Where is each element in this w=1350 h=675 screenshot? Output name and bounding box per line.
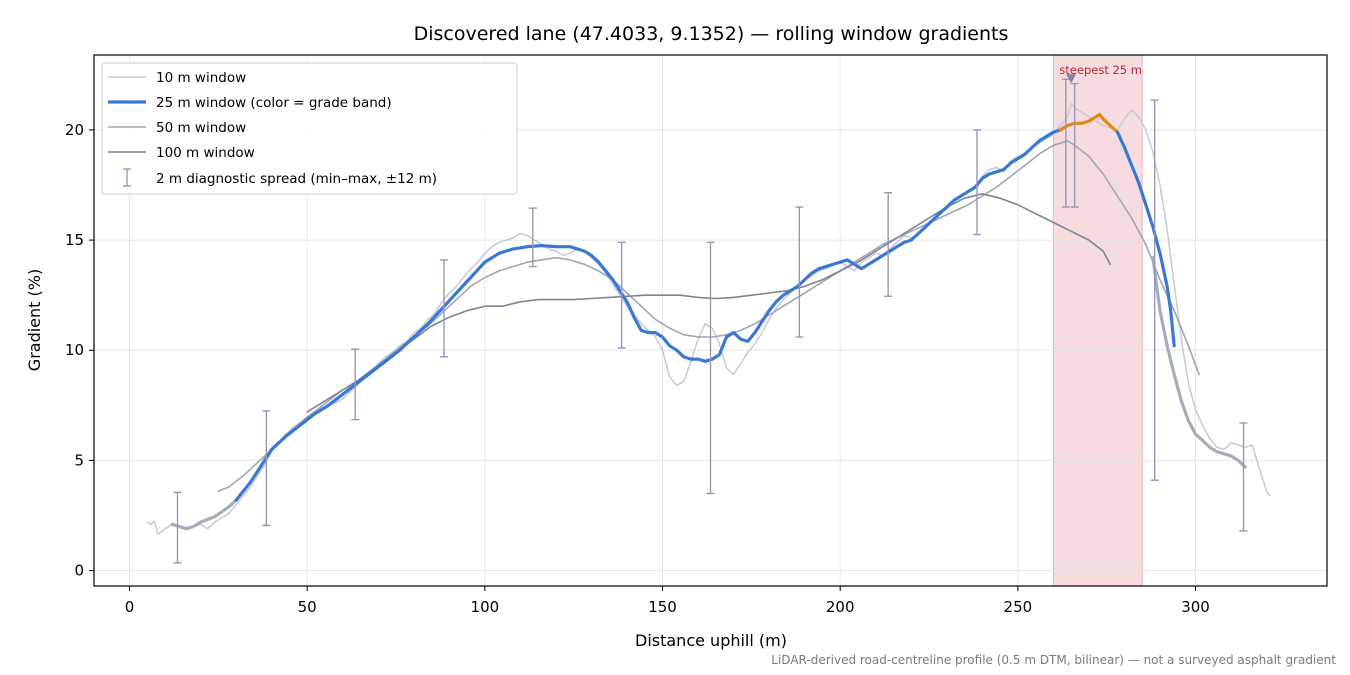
errorbar-2 — [351, 348, 360, 421]
y-tick-label: 10 — [65, 341, 84, 359]
series-line-w25-segment-3 — [1115, 130, 1176, 348]
legend-swatch-errorbar — [123, 168, 131, 187]
x-tick-label: 150 — [648, 598, 677, 616]
y-axis-label: Gradient (%) — [25, 269, 44, 371]
steepest-annotation: steepest 25 m — [1059, 63, 1142, 77]
errorbar-10 — [1061, 78, 1070, 208]
errorbar-1 — [262, 410, 271, 527]
x-tick-label: 0 — [125, 598, 135, 616]
errorbar-7 — [795, 206, 804, 338]
series-layer — [146, 102, 1271, 535]
axis-ticks: 0 50 100 150 200 250 300 0 5 10 15 20 — [65, 121, 1210, 616]
errorbar-13 — [1239, 422, 1248, 532]
errorbar-3 — [440, 259, 449, 358]
legend-label-10m: 10 m window — [156, 70, 246, 86]
errorbar-0 — [173, 491, 182, 564]
legend-label-errorbar: 2 m diagnostic spread (min–max, ±12 m) — [156, 171, 437, 187]
legend-label-25m: 25 m window (color = grade band) — [156, 95, 392, 111]
steepest-marker-icon — [1066, 74, 1077, 84]
x-tick-label: 300 — [1181, 598, 1210, 616]
chart-title: Discovered lane (47.4033, 9.1352) — roll… — [414, 23, 1009, 45]
annotation-layer: steepest 25 m — [1059, 63, 1142, 84]
legend-label-50m: 50 m window — [156, 120, 246, 136]
series-line-w25-segment-2 — [1058, 112, 1120, 134]
legend-label-100m: 100 m window — [156, 145, 255, 161]
errorbar-12 — [1150, 99, 1159, 481]
highlight-band-layer — [1052, 54, 1143, 587]
y-tick-label: 15 — [65, 231, 84, 249]
x-axis-label: Distance uphill (m) — [635, 631, 787, 650]
errorbar-5 — [617, 241, 626, 349]
x-tick-label: 50 — [298, 598, 317, 616]
y-tick-label: 5 — [74, 451, 84, 469]
legend-box — [101, 62, 518, 195]
chart-footnote: LiDAR-derived road-centreline profile (0… — [771, 653, 1336, 667]
errorbar-4 — [528, 207, 537, 268]
series-line-w50 — [217, 140, 1200, 493]
series-line-w25-segment-1 — [234, 128, 1063, 502]
y-tick-label: 0 — [74, 562, 84, 580]
steepest-window-band — [1052, 54, 1143, 587]
errorbar-11 — [1070, 82, 1079, 208]
errorbar-9 — [972, 129, 981, 236]
series-line-w25-segment-4 — [1151, 256, 1247, 469]
plot-frame — [93, 54, 1328, 587]
errorbar-layer — [173, 78, 1248, 564]
x-tick-label: 100 — [471, 598, 500, 616]
x-tick-label: 200 — [826, 598, 855, 616]
y-tick-label: 20 — [65, 121, 84, 139]
errorbar-6 — [706, 241, 715, 495]
legend: 10 m window 25 m window (color = grade b… — [101, 62, 518, 195]
x-tick-label: 250 — [1004, 598, 1033, 616]
series-line-w25-segment-0 — [170, 498, 238, 531]
errorbar-8 — [884, 192, 893, 297]
